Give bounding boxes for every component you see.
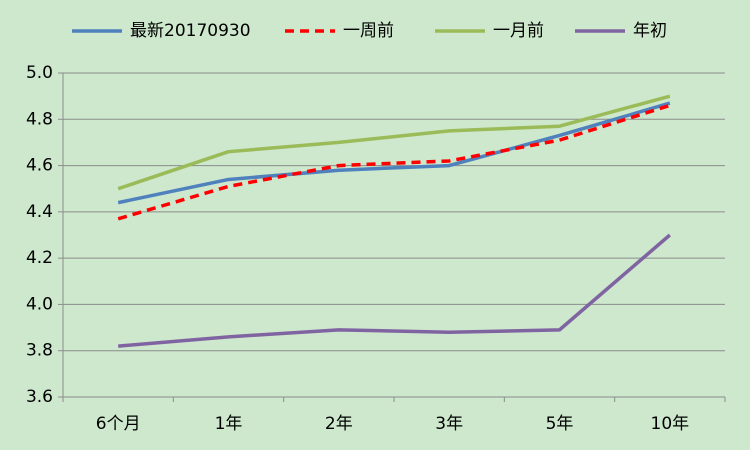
- x-tick-label: 1年: [215, 414, 243, 434]
- series-line: [117, 103, 671, 221]
- legend-label: 一周前: [343, 21, 394, 41]
- series-line: [118, 233, 671, 348]
- legend-label: 最新20170930: [130, 21, 251, 41]
- series-line: [117, 94, 671, 191]
- x-tick-label: 5年: [546, 414, 574, 434]
- legend-label: 年初: [633, 21, 667, 41]
- y-tick-label: 5.0: [26, 63, 53, 83]
- y-tick-label: 4.2: [26, 248, 53, 268]
- y-tick-label: 4.4: [26, 202, 53, 222]
- y-tick-label: 4.8: [26, 109, 53, 129]
- y-tick-label: 4.6: [26, 156, 53, 176]
- series-line: [117, 101, 671, 205]
- x-tick-label: 10年: [651, 414, 690, 434]
- x-tick-label: 2年: [325, 414, 353, 434]
- y-tick-label: 3.8: [26, 341, 53, 361]
- legend-label: 一月前: [493, 21, 544, 41]
- y-tick-label: 4.0: [26, 294, 53, 314]
- x-tick-label: 3年: [435, 414, 463, 434]
- x-tick-label: 6个月: [96, 414, 141, 434]
- y-tick-label: 3.6: [26, 387, 53, 407]
